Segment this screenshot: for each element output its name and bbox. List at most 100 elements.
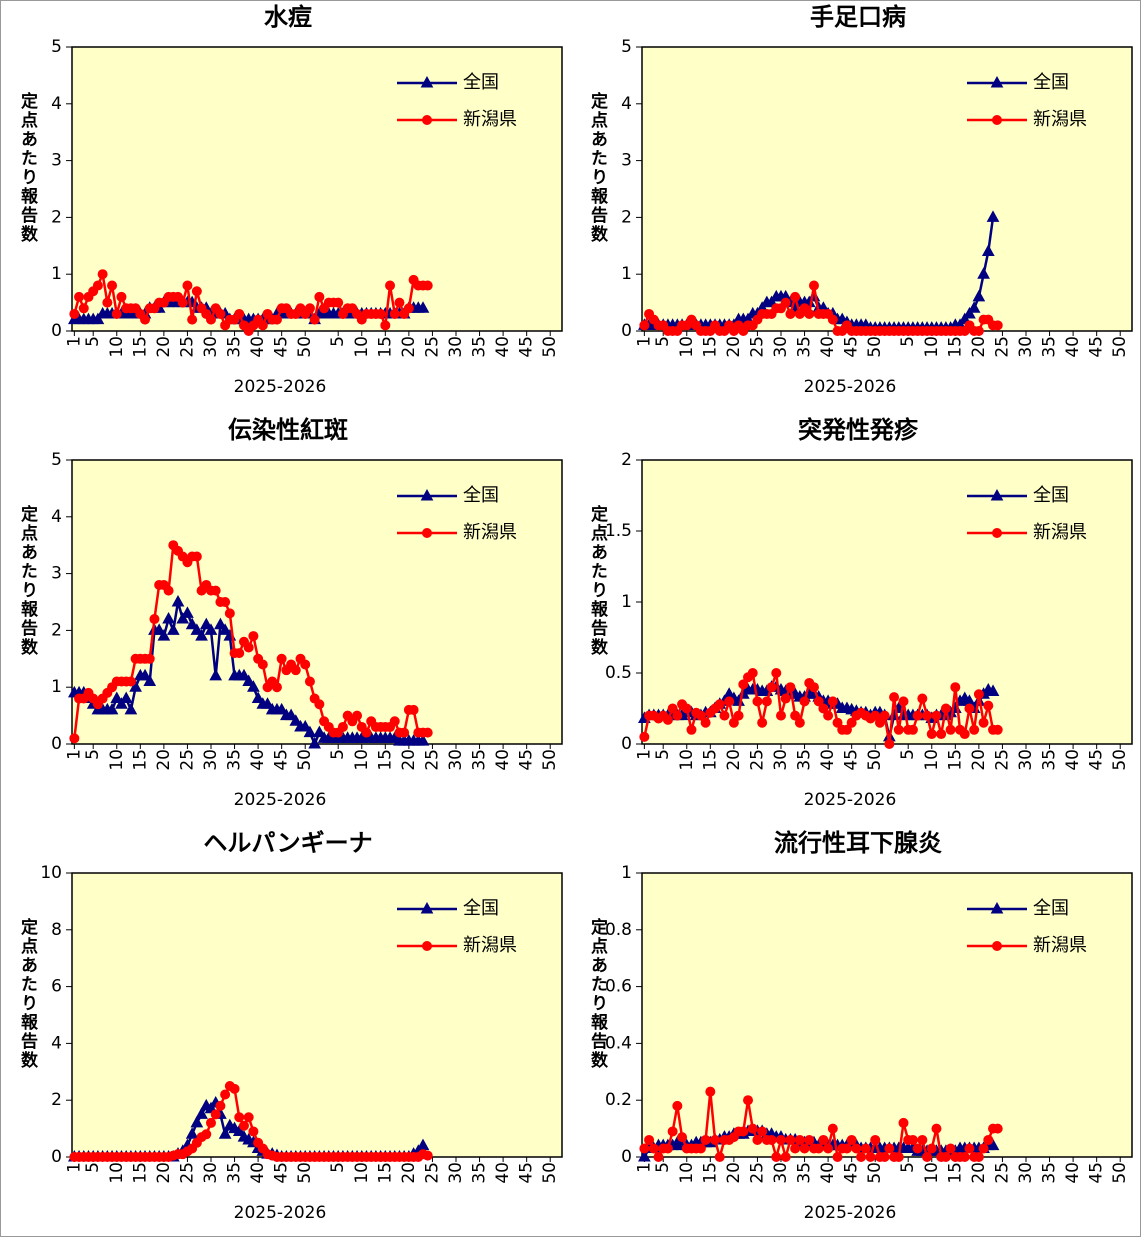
x-tick-label: 10 [107,336,127,358]
marker [967,301,981,313]
marker [931,710,942,721]
x-tick-label: 20 [399,1162,419,1184]
marker [761,696,772,707]
marker [785,682,796,693]
marker [940,1152,951,1162]
marker [416,734,430,746]
y-tick-label: 1.5 [605,521,632,541]
x-axis-label: 2025-2026 [804,377,897,397]
x-tick-label: 20 [969,749,989,771]
marker [808,682,819,693]
legend-label: 全国 [463,485,499,506]
y-tick-label: 0.2 [605,1090,632,1110]
marker [724,696,735,707]
marker [823,1143,834,1154]
marker [107,280,118,291]
y-tick-label: 4 [51,1033,62,1053]
x-tick-label: 35 [1040,1162,1060,1184]
marker [992,724,1003,735]
y-tick-label: 5 [51,37,62,57]
x-tick-label: 5 [83,1162,103,1173]
y-tick-label: 0 [621,321,632,341]
marker [808,280,819,291]
marker [907,1134,918,1145]
x-tick-label: 10 [677,749,697,771]
series-line [73,542,428,739]
x-tick-label: 5 [328,336,348,347]
x-tick-label: 5 [898,1162,918,1173]
marker [204,623,218,635]
marker [176,612,190,624]
y-tick-label: 0.6 [605,977,632,997]
x-tick-label: 20 [154,336,174,358]
plot-area [641,872,1133,1158]
x-tick-label: 15 [945,749,965,771]
marker [757,1126,768,1137]
marker [237,668,251,681]
x-tick-label: 45 [842,1162,862,1184]
x-tick-label: 40 [818,336,838,358]
marker [275,702,289,715]
x-axis-label: 2025-2026 [234,790,327,810]
marker [738,1126,749,1137]
x-tick-label: 30 [1016,336,1036,358]
legend-label: 新潟県 [463,522,517,543]
marker [705,1086,716,1097]
marker [191,286,202,297]
marker [757,717,768,728]
marker [92,280,103,291]
marker [195,629,208,641]
marker [728,717,739,728]
y-tick-label: 2 [621,207,632,227]
marker [214,617,227,630]
marker [385,280,396,291]
marker [185,617,199,630]
marker [234,1112,245,1123]
x-tick-label: 45 [272,1162,292,1184]
marker [243,1112,254,1123]
y-axis-label: 定点あたり報告数 [17,504,38,657]
marker [700,717,711,728]
marker [182,280,193,291]
marker [672,1100,683,1111]
marker [922,1152,933,1162]
marker [422,1150,433,1161]
y-tick-label: 0 [621,1147,632,1167]
marker [992,1123,1003,1134]
marker [191,551,202,562]
y-tick-label: 5 [51,450,62,470]
marker [771,668,782,678]
marker [639,1143,650,1154]
x-tick-label: 40 [1063,336,1083,358]
marker [832,717,843,728]
marker [653,1152,664,1162]
marker [314,699,325,710]
x-tick-label: 10 [352,336,372,358]
marker [218,623,232,635]
x-axis-label: 2025-2026 [804,790,897,810]
marker [879,1152,890,1162]
marker [714,1152,725,1162]
marker [992,528,1002,538]
marker [992,320,1003,331]
marker [922,710,933,721]
marker [846,1134,857,1145]
x-tick-label: 50 [540,749,560,771]
x-tick-label: 5 [328,749,348,760]
marker [389,308,400,319]
x-tick-label: 20 [724,749,744,771]
marker [300,659,311,670]
marker [422,528,432,538]
marker [983,700,994,711]
x-tick-label: 30 [771,336,791,358]
x-tick-label: 40 [818,749,838,771]
x-tick-label: 25 [422,749,442,771]
marker [841,724,852,735]
marker [992,941,1002,951]
x-tick-label: 10 [922,749,942,771]
marker [205,1117,216,1128]
y-tick-label: 4 [51,507,62,527]
marker [780,693,791,704]
legend-label: 新潟県 [463,109,517,130]
